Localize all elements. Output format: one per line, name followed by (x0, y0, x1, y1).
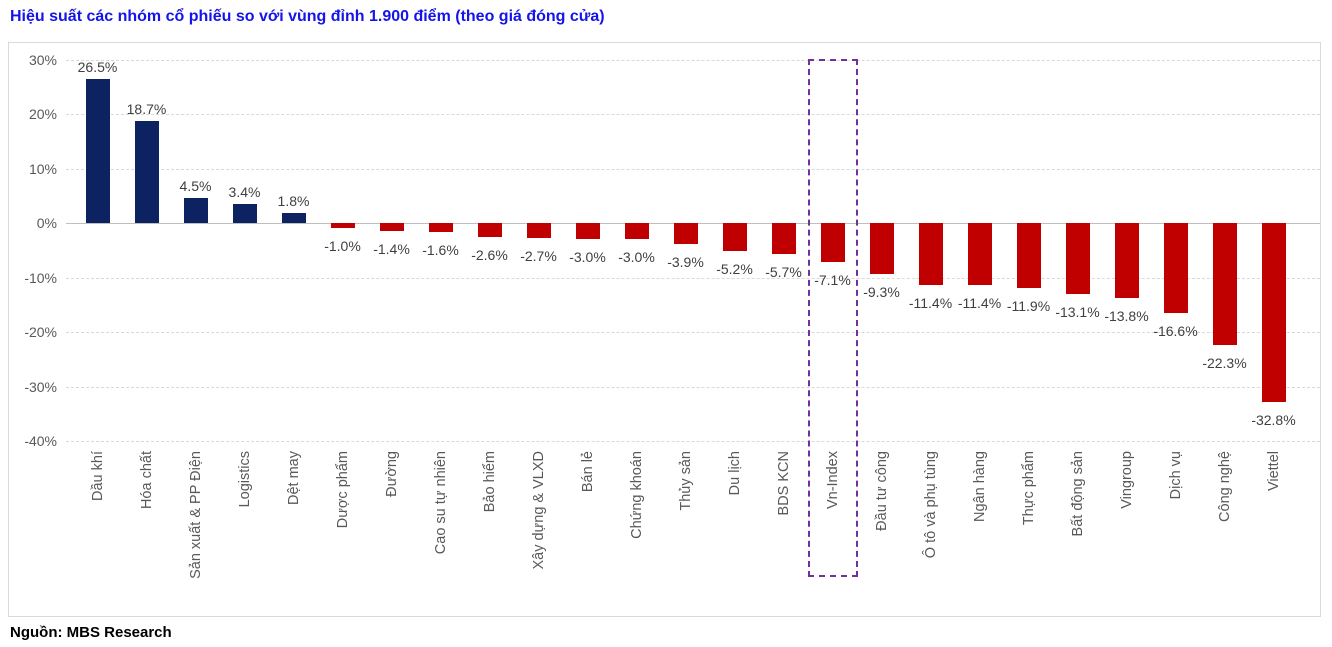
category-label: Đầu tư công (873, 451, 890, 531)
bar-value-label: -9.3% (863, 283, 900, 300)
category-label: Công nghệ (1216, 451, 1233, 522)
bar-value-label: -32.8% (1251, 411, 1296, 428)
bar-value-label: 3.4% (228, 184, 261, 201)
category-label: Ô tô và phụ tùng (922, 451, 939, 559)
bar (526, 223, 551, 238)
bar (1114, 223, 1139, 299)
vnindex-highlight-box (807, 59, 858, 577)
bar-value-label: -13.1% (1055, 304, 1100, 321)
bar-value-label: -11.4% (957, 295, 1002, 312)
bar-value-label: -16.6% (1153, 323, 1198, 340)
bar (771, 223, 796, 255)
y-axis-tick-label: -40% (24, 433, 57, 449)
bar-value-label: -2.6% (471, 247, 508, 264)
bar-value-label: -5.7% (765, 264, 802, 281)
category-label: Đường (383, 451, 400, 497)
category-label: Dệt may (285, 451, 302, 505)
bar (1212, 223, 1237, 345)
bar-value-label: -22.3% (1202, 354, 1247, 371)
y-axis-tick-label: 20% (28, 106, 57, 122)
bar-value-label: -13.8% (1104, 308, 1149, 325)
bar (379, 223, 404, 231)
category-label: Dầu khí (89, 451, 106, 501)
y-axis-tick-label: 0% (36, 215, 57, 231)
category-label: Sản xuất & PP Điện (187, 451, 204, 579)
bar-value-label: -2.7% (520, 247, 557, 264)
y-axis-tick-label: -20% (24, 324, 57, 340)
bar-value-label: 1.8% (277, 193, 310, 210)
gridline (66, 386, 1320, 388)
category-label: Bảo hiểm (481, 451, 498, 513)
bar-value-label: -3.0% (618, 249, 655, 266)
bar (85, 78, 110, 223)
bar (722, 223, 747, 252)
bar (428, 223, 453, 232)
category-label: Viettel (1265, 451, 1282, 492)
y-axis-tick-label: -10% (24, 269, 57, 286)
category-label: Dược phẩm (334, 451, 351, 529)
bar (330, 223, 355, 229)
source-note: Nguồn: MBS Research (10, 624, 172, 641)
category-label: Xây dựng & VLXD (530, 451, 547, 570)
category-label: Thực phẩm (1020, 451, 1037, 526)
category-label: Cao su tự nhiên (432, 451, 449, 555)
bar (673, 223, 698, 245)
bar (820, 223, 845, 262)
bar (1065, 223, 1090, 295)
gridline (66, 114, 1320, 115)
bar-value-label: 4.5% (179, 178, 212, 195)
bar (575, 223, 600, 240)
bar-value-label: 18.7% (126, 101, 167, 118)
bar-value-label: -1.6% (422, 241, 459, 258)
bar-value-label: -5.2% (716, 261, 753, 278)
category-label: Dịch vụ (1167, 451, 1184, 500)
bar (967, 223, 992, 286)
bar (232, 204, 257, 223)
bar-value-label: -7.1% (814, 271, 851, 288)
bar (869, 223, 894, 274)
category-label: Logistics (236, 451, 253, 508)
bar (1261, 223, 1286, 402)
bar-value-label: 26.5% (77, 58, 118, 75)
bar (1163, 223, 1188, 314)
bar-value-label: -3.9% (667, 254, 704, 271)
bar (183, 198, 208, 223)
category-label: Thủy sản (677, 451, 694, 511)
bar-value-label: -11.9% (1006, 297, 1051, 314)
bar-value-label: -1.0% (324, 238, 361, 255)
gridline (66, 168, 1320, 170)
y-axis-tick-label: 10% (28, 160, 57, 177)
bar (134, 121, 159, 223)
category-label: BDS KCN (775, 451, 792, 516)
bar-value-label: -1.4% (373, 240, 410, 257)
bar (624, 223, 649, 240)
gridline (66, 59, 1320, 61)
category-label: Bán lẻ (579, 451, 596, 493)
gridline (66, 277, 1320, 279)
category-label: Chứng khoán (628, 451, 645, 539)
bar (281, 213, 306, 223)
bar (1016, 223, 1041, 288)
bar-chart: 30% 20% 10% 0% -10% -20% -30% -40% 26.5% Dầu khí 1… (8, 42, 1321, 617)
category-label: Du lịch (726, 451, 743, 496)
bar (918, 223, 943, 286)
category-label: Bất động sản (1069, 451, 1086, 537)
category-label: Vingroup (1118, 451, 1135, 509)
category-label: Hóa chất (138, 451, 155, 510)
bar-value-label: -3.0% (569, 249, 606, 266)
y-axis-tick-label: -30% (24, 378, 57, 395)
bar (477, 223, 502, 238)
gridline (66, 441, 1320, 442)
category-label: Ngân hàng (971, 451, 988, 522)
chart-title: Hiệu suất các nhóm cổ phiếu so với vùng … (10, 8, 605, 25)
gridline (66, 332, 1320, 333)
y-axis-tick-label: 30% (28, 51, 57, 68)
bar-value-label: -11.4% (908, 295, 953, 312)
